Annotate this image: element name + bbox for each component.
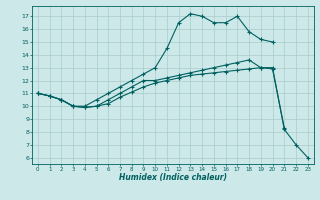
X-axis label: Humidex (Indice chaleur): Humidex (Indice chaleur) — [119, 173, 227, 182]
